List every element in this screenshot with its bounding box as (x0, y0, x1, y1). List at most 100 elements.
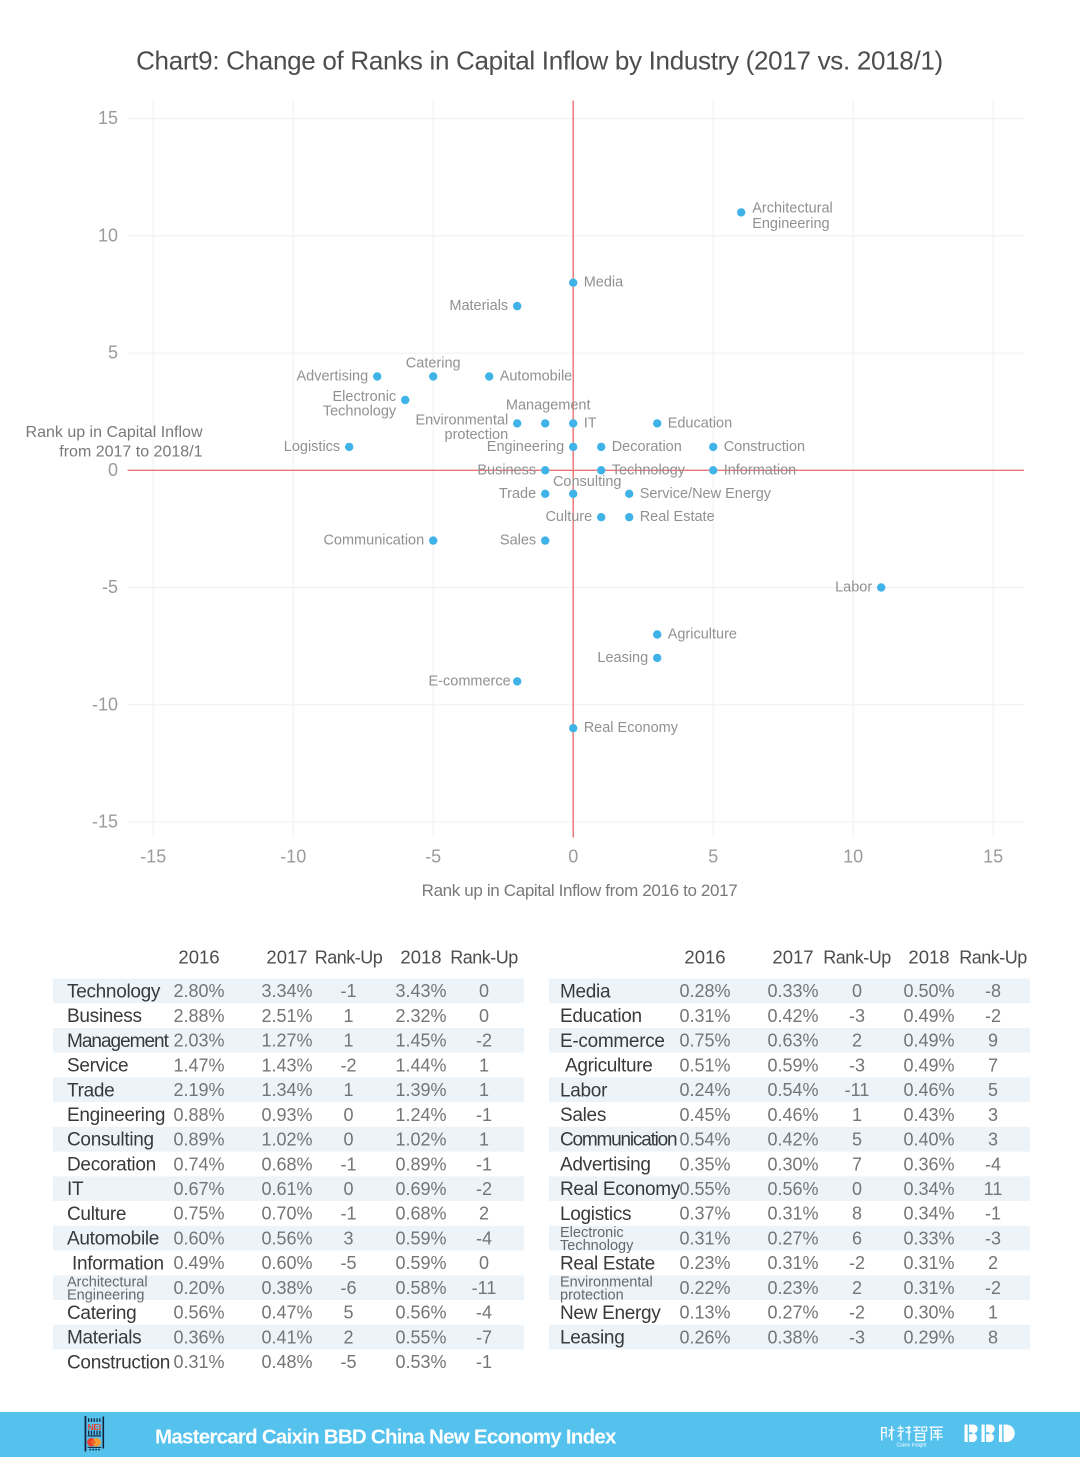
svg-text:0.30%: 0.30% (767, 1154, 818, 1174)
svg-text:-4: -4 (476, 1303, 492, 1323)
svg-text:0.41%: 0.41% (261, 1327, 312, 1347)
svg-text:0.56%: 0.56% (395, 1303, 446, 1323)
svg-text:15: 15 (983, 847, 1003, 867)
svg-text:Real Economy: Real Economy (560, 1179, 681, 1200)
svg-text:protection: protection (560, 1288, 624, 1304)
svg-text:0.47%: 0.47% (261, 1303, 312, 1323)
svg-text:0: 0 (479, 981, 489, 1001)
svg-text:0.59%: 0.59% (395, 1253, 446, 1273)
svg-text:Decoration: Decoration (612, 439, 682, 455)
svg-text:Trade: Trade (67, 1080, 114, 1101)
svg-text:0.49%: 0.49% (903, 1055, 954, 1075)
svg-text:0.38%: 0.38% (767, 1327, 818, 1347)
svg-text:1.44%: 1.44% (395, 1055, 446, 1075)
svg-text:Labor: Labor (835, 580, 872, 596)
svg-text:2: 2 (988, 1253, 998, 1273)
svg-text:5: 5 (708, 847, 718, 867)
svg-text:0.13%: 0.13% (679, 1303, 730, 1323)
svg-text:Information: Information (72, 1253, 164, 1274)
svg-text:2.32%: 2.32% (395, 1006, 446, 1026)
svg-text:-2: -2 (476, 1031, 492, 1051)
svg-text:0.89%: 0.89% (395, 1154, 446, 1174)
svg-text:0.56%: 0.56% (261, 1229, 312, 1249)
svg-text:0.33%: 0.33% (767, 981, 818, 1001)
svg-text:0.89%: 0.89% (173, 1130, 224, 1150)
svg-text:-11: -11 (472, 1278, 497, 1298)
svg-text:Electronic: Electronic (560, 1225, 624, 1241)
svg-text:Logistics: Logistics (560, 1204, 631, 1225)
svg-text:7: 7 (988, 1055, 998, 1075)
svg-text:2016: 2016 (684, 947, 725, 968)
svg-text:3.43%: 3.43% (395, 981, 446, 1001)
svg-text:Automobile: Automobile (67, 1229, 159, 1250)
svg-text:0.59%: 0.59% (395, 1229, 446, 1249)
svg-text:-5: -5 (340, 1352, 356, 1372)
svg-text:0: 0 (479, 1253, 489, 1273)
svg-text:2: 2 (343, 1327, 353, 1347)
svg-text:2: 2 (479, 1204, 489, 1224)
svg-text:1: 1 (988, 1303, 998, 1323)
svg-text:2.88%: 2.88% (173, 1006, 224, 1026)
svg-text:0.51%: 0.51% (679, 1055, 730, 1075)
svg-text:-2: -2 (985, 1006, 1001, 1026)
svg-text:0.56%: 0.56% (173, 1303, 224, 1323)
svg-text:Construction: Construction (67, 1352, 170, 1373)
svg-text:0.75%: 0.75% (679, 1031, 730, 1051)
svg-text:0.27%: 0.27% (767, 1303, 818, 1323)
svg-text:0.27%: 0.27% (767, 1229, 818, 1249)
svg-text:-2: -2 (340, 1055, 356, 1075)
svg-text:0.29%: 0.29% (903, 1327, 954, 1347)
svg-text:Real Economy: Real Economy (584, 720, 679, 736)
svg-text:1: 1 (343, 1031, 353, 1051)
svg-text:-7: -7 (476, 1327, 492, 1347)
svg-text:0.61%: 0.61% (261, 1179, 312, 1199)
svg-text:Leasing: Leasing (597, 650, 648, 666)
svg-text:Technology: Technology (612, 462, 686, 478)
svg-text:Caixin Insight: Caixin Insight (896, 1442, 927, 1448)
svg-text:2.80%: 2.80% (173, 981, 224, 1001)
svg-text:0.55%: 0.55% (395, 1327, 446, 1347)
svg-text:0.42%: 0.42% (767, 1006, 818, 1026)
svg-text:0.31%: 0.31% (173, 1352, 224, 1372)
svg-text:Catering: Catering (67, 1303, 136, 1324)
svg-text:0.46%: 0.46% (767, 1105, 818, 1125)
svg-text:0.33%: 0.33% (903, 1229, 954, 1249)
svg-text:0.69%: 0.69% (395, 1179, 446, 1199)
svg-text:New Energy: New Energy (560, 1303, 661, 1324)
svg-text:0.55%: 0.55% (679, 1179, 730, 1199)
svg-text:0.60%: 0.60% (261, 1253, 312, 1273)
svg-text:Catering: Catering (406, 356, 461, 372)
svg-text:2017: 2017 (772, 947, 813, 968)
svg-text:Electronic: Electronic (333, 389, 397, 405)
svg-text:-8: -8 (985, 981, 1001, 1001)
svg-text:Real Estate: Real Estate (640, 509, 715, 525)
svg-text:0.38%: 0.38% (261, 1278, 312, 1298)
svg-text:0.48%: 0.48% (261, 1352, 312, 1372)
svg-text:0.63%: 0.63% (767, 1031, 818, 1051)
svg-text:Engineering: Engineering (487, 439, 564, 455)
svg-text:0.36%: 0.36% (173, 1327, 224, 1347)
svg-text:Labor: Labor (560, 1080, 608, 1101)
svg-text:-11: -11 (845, 1080, 870, 1100)
svg-text:Engineering: Engineering (67, 1105, 165, 1126)
svg-text:0.43%: 0.43% (903, 1105, 954, 1125)
svg-text:-3: -3 (849, 1327, 865, 1347)
svg-text:1: 1 (479, 1130, 489, 1150)
svg-text:0.20%: 0.20% (173, 1278, 224, 1298)
svg-text:0.34%: 0.34% (903, 1179, 954, 1199)
svg-text:2016: 2016 (178, 947, 219, 968)
svg-text:5: 5 (108, 343, 118, 363)
svg-text:-1: -1 (985, 1204, 1001, 1224)
svg-text:Advertising: Advertising (560, 1155, 651, 1176)
svg-text:Rank-Up: Rank-Up (959, 948, 1027, 968)
svg-text:0.56%: 0.56% (767, 1179, 818, 1199)
svg-text:-10: -10 (280, 847, 306, 867)
svg-text:Logistics: Logistics (284, 439, 340, 455)
svg-text:-6: -6 (340, 1278, 356, 1298)
svg-text:protection: protection (445, 427, 509, 443)
svg-text:-1: -1 (476, 1154, 492, 1174)
svg-text:0.31%: 0.31% (679, 1006, 730, 1026)
svg-text:E-commerce: E-commerce (560, 1031, 665, 1052)
svg-text:3: 3 (988, 1130, 998, 1150)
svg-text:Environmental: Environmental (416, 412, 509, 428)
